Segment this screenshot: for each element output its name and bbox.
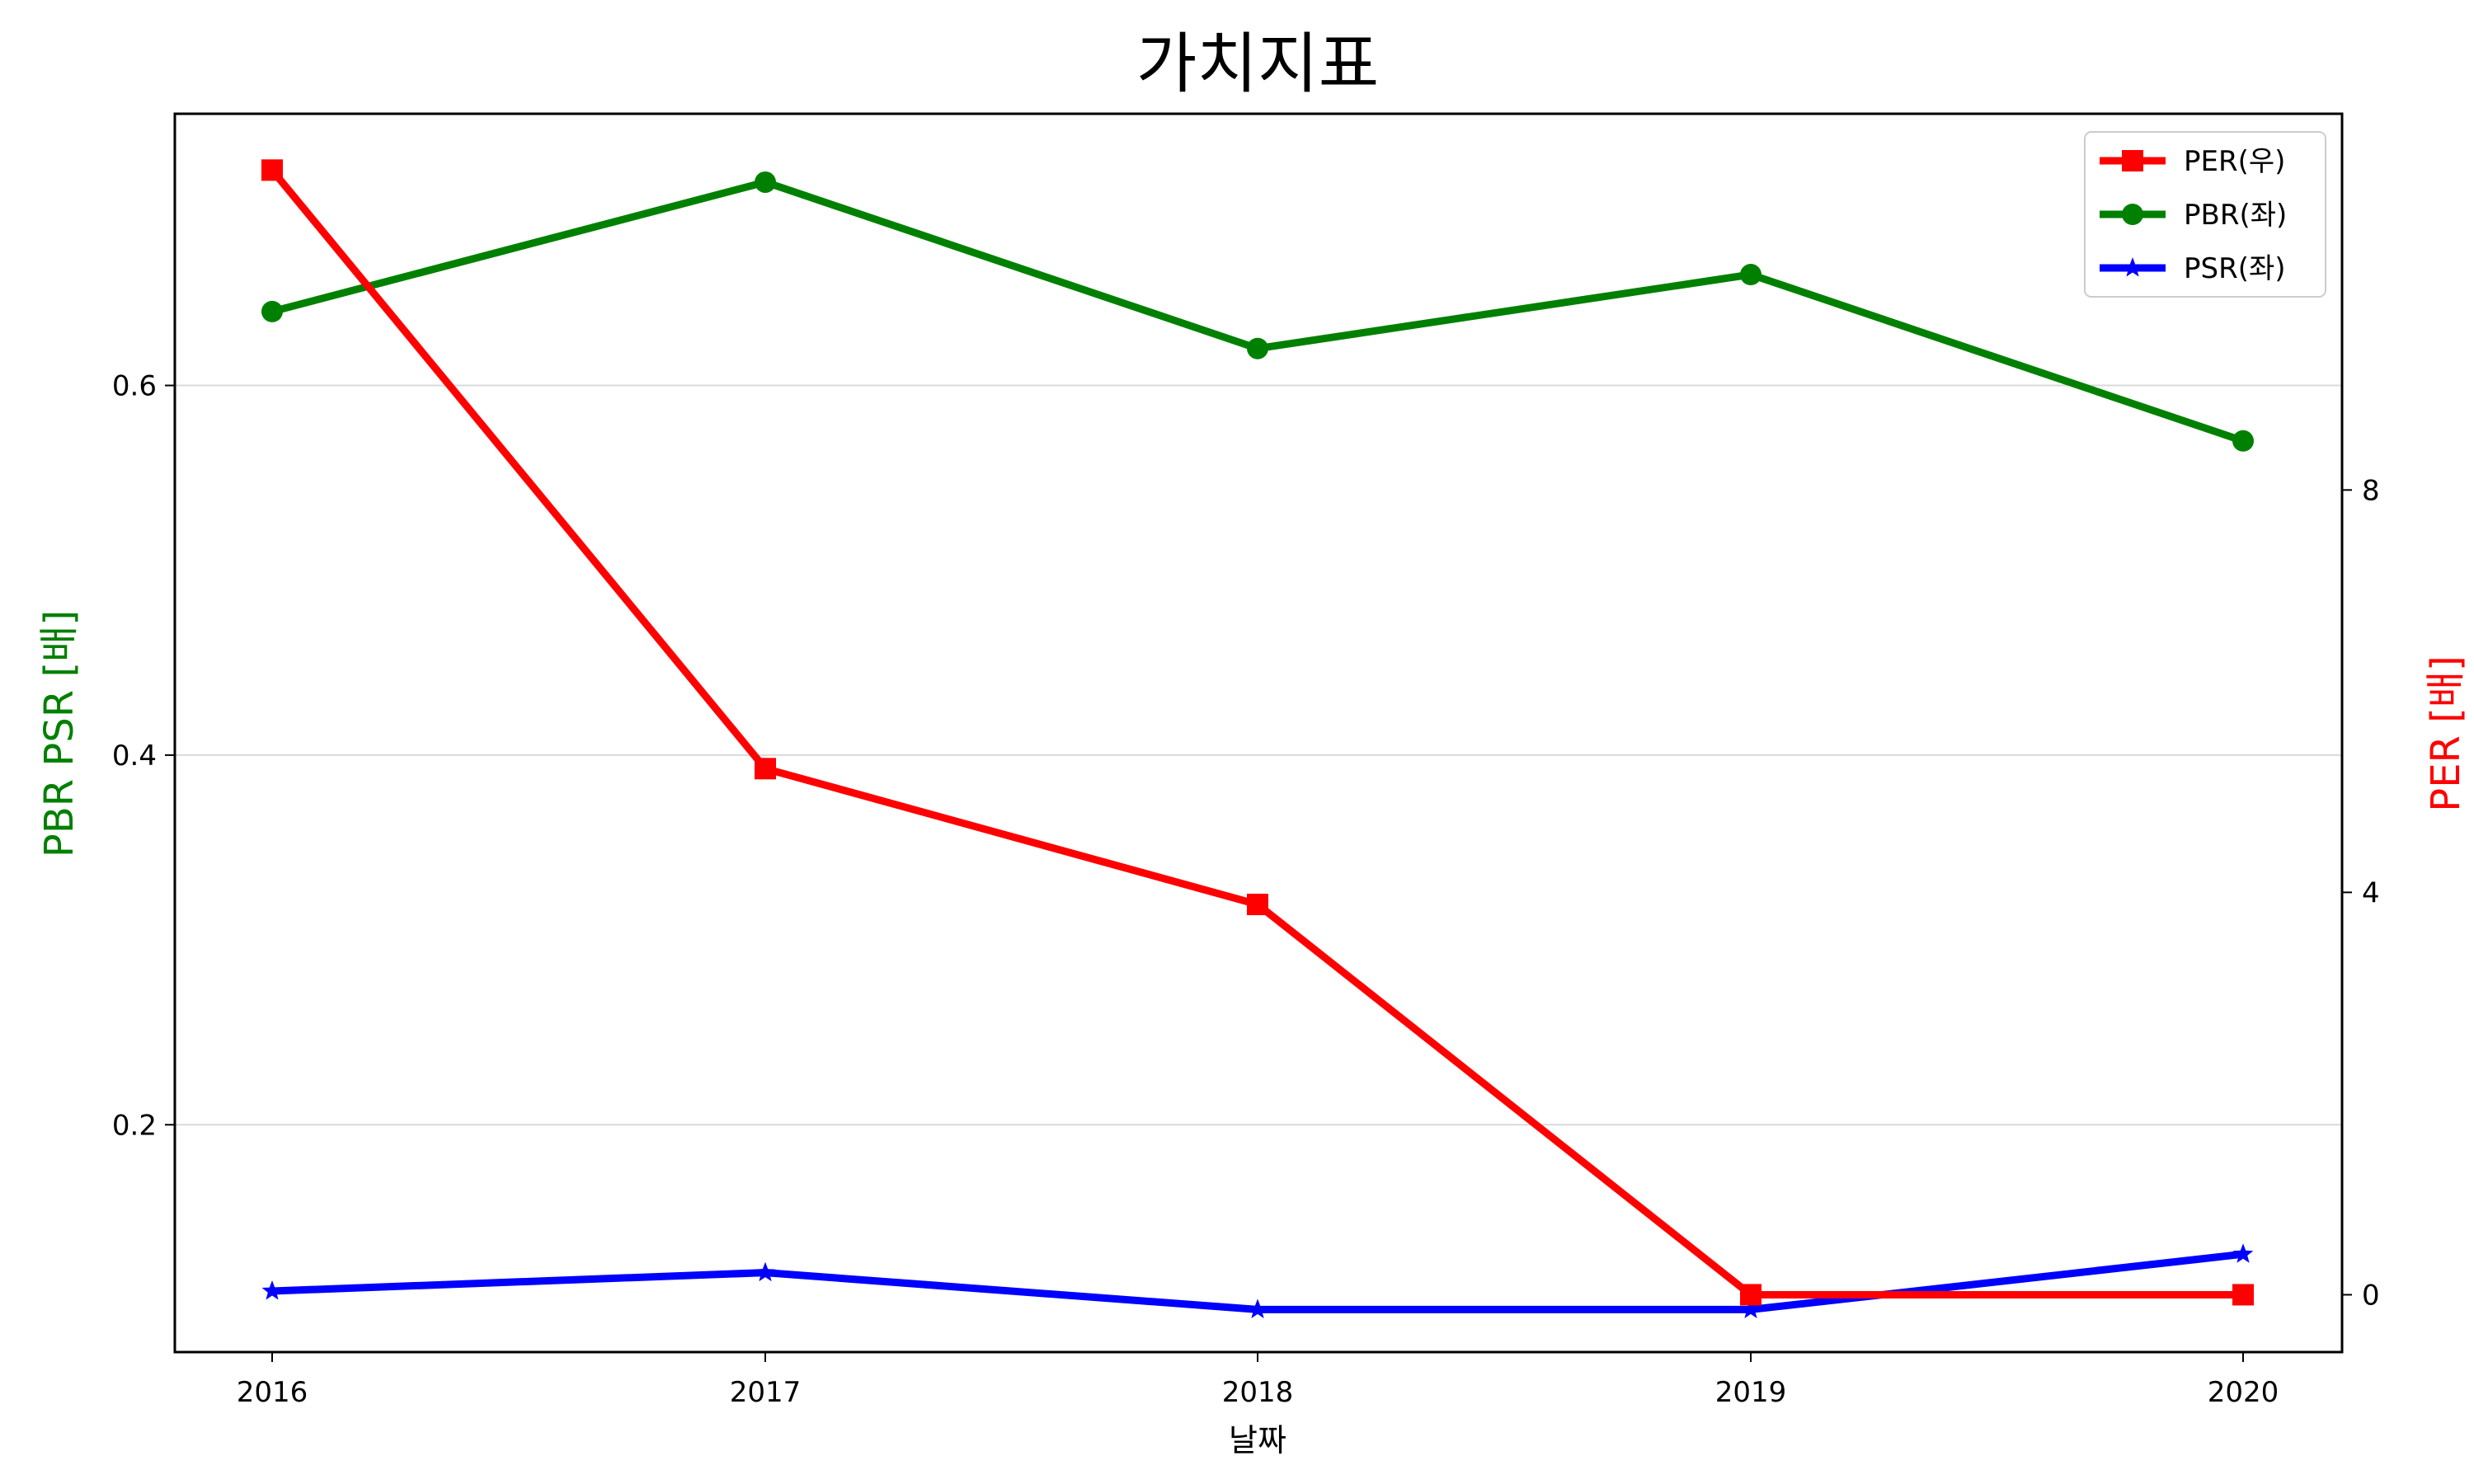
y-left-tick-label: 0.4 <box>112 740 157 773</box>
x-axis-label: 날짜 <box>1229 1422 1286 1458</box>
x-tick-label: 2019 <box>1715 1376 1787 1409</box>
x-tick-label: 2018 <box>1222 1376 1294 1409</box>
data-point-pbr <box>261 300 283 322</box>
x-tick-label: 2020 <box>2208 1376 2279 1409</box>
y-right-tick-label: 4 <box>2362 876 2380 909</box>
data-point-per <box>2232 1284 2254 1306</box>
data-point-per <box>755 758 776 780</box>
y-left-tick-label: 0.2 <box>112 1109 157 1142</box>
data-point-psr <box>261 1280 283 1300</box>
data-point-pbr <box>1247 337 1268 359</box>
y-right-tick-label: 8 <box>2362 474 2380 507</box>
y-left-tick-label: 0.6 <box>112 370 157 403</box>
legend-label-pbr: PBR(좌) <box>2184 199 2287 232</box>
data-point-psr <box>755 1261 776 1282</box>
data-point-psr <box>1740 1298 1761 1318</box>
x-tick-label: 2016 <box>237 1376 308 1409</box>
x-tick-label: 2017 <box>730 1376 802 1409</box>
ticks-layer: 0.2 0.4 0.6 0 4 8 2016 2017 2018 2019 2020 <box>112 370 2380 1409</box>
legend-marker-psr <box>2122 257 2143 277</box>
legend-marker-pbr <box>2122 204 2143 225</box>
legend-label-per: PER(우) <box>2184 145 2285 178</box>
chart-title: 가치지표 <box>1136 26 1379 102</box>
gridlines <box>175 384 2342 1126</box>
plot-area-frame <box>173 112 2344 1354</box>
data-point-pbr <box>755 171 776 193</box>
data-point-psr <box>2232 1243 2254 1263</box>
y-right-tick-label: 0 <box>2362 1279 2380 1312</box>
y-axis-left-label: PBR PSR [배] <box>36 610 82 857</box>
data-point-pbr <box>1740 264 1761 286</box>
y-axis-right-label: PER [배] <box>2423 655 2469 812</box>
data-point-psr <box>1247 1298 1268 1318</box>
legend-frame <box>2084 131 2326 298</box>
series-layer <box>261 159 2254 1318</box>
data-point-per <box>261 159 283 181</box>
legend: PER(우) PBR(좌) PSR(좌) <box>2084 131 2326 298</box>
data-point-per <box>1247 894 1268 916</box>
data-point-per <box>1740 1284 1761 1306</box>
legend-label-psr: PSR(좌) <box>2184 252 2286 285</box>
legend-marker-per <box>2122 150 2143 171</box>
data-point-pbr <box>2232 430 2254 452</box>
